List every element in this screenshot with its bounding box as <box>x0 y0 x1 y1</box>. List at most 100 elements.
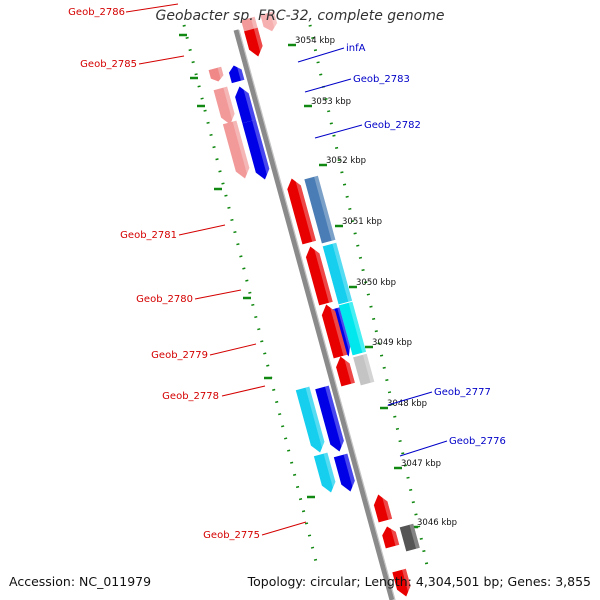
genome-summary-text: Topology: circular; Length: 4,304,501 bp… <box>247 574 591 589</box>
gene-arrow <box>373 494 393 523</box>
gene-highlight <box>329 302 348 356</box>
gene-feature <box>235 84 256 124</box>
gene-highlight <box>242 84 256 121</box>
gene-feature <box>213 86 237 125</box>
gene-arrow <box>244 27 263 57</box>
gene-arrow <box>242 119 270 180</box>
gene-feature <box>322 242 353 305</box>
gene-highlight <box>305 386 327 452</box>
gene-highlight <box>381 492 393 520</box>
gene-highlight <box>343 453 358 491</box>
gene-highlight <box>348 301 367 353</box>
gene-highlight <box>223 86 237 124</box>
gene-feature <box>336 354 355 387</box>
label-connector <box>304 78 352 93</box>
gene-label-right: infA <box>346 43 366 54</box>
gene-feature <box>392 568 413 597</box>
gene-highlight <box>294 176 316 242</box>
gene-highlight <box>362 353 375 383</box>
label-connector <box>297 47 345 63</box>
gene-arrow <box>353 353 375 386</box>
gene-label-left: Geob_2780 <box>136 294 193 305</box>
gene-arrow <box>235 86 256 124</box>
ruler-label: 3054 kbp <box>295 36 335 46</box>
gene-feature <box>333 453 358 492</box>
gene-highlight <box>314 175 336 241</box>
gene-feature <box>242 119 272 180</box>
gene-label-left: Geob_2775 <box>203 530 260 541</box>
gene-highlight <box>253 27 266 56</box>
map-title: Geobacter sp. FRC-32, complete genome <box>155 8 445 24</box>
label-connector <box>125 3 179 13</box>
gene-highlight <box>232 120 252 178</box>
gene-arrow <box>321 304 348 359</box>
gene-feature <box>244 27 266 57</box>
gene-arrow <box>260 11 278 32</box>
label-connector <box>178 224 226 236</box>
ruler-label: 3046 kbp <box>417 518 457 528</box>
gene-arrow <box>336 356 355 387</box>
gene-arrow <box>382 526 400 549</box>
gene-arrow <box>304 175 336 244</box>
gene-label-right: Geob_2782 <box>364 120 421 131</box>
gene-features <box>208 11 420 597</box>
ruler-label: 3051 kbp <box>342 217 382 227</box>
gene-feature <box>305 244 333 306</box>
gene-feature <box>208 66 225 82</box>
label-connectors <box>125 3 448 536</box>
gene-arrow <box>338 301 367 356</box>
label-connector <box>209 343 257 356</box>
gene-feature <box>321 302 348 359</box>
gene-label-left: Geob_2778 <box>162 391 219 402</box>
gene-arrow <box>287 178 316 245</box>
ruler-label: 3049 kbp <box>372 338 412 348</box>
gene-feature <box>382 524 400 549</box>
gene-arrow <box>313 452 336 493</box>
gene-highlight <box>217 66 225 81</box>
gene-label-right: Geob_2777 <box>434 387 491 398</box>
gene-highlight <box>323 452 338 492</box>
accession-text: Accession: NC_011979 <box>9 574 152 589</box>
label-connector <box>138 55 185 65</box>
gene-arrow <box>295 386 325 453</box>
gene-arrow <box>228 65 245 84</box>
ruler-label: 3048 kbp <box>387 399 427 409</box>
gene-feature <box>295 386 327 453</box>
gene-feature <box>399 523 420 552</box>
label-connector <box>194 289 242 300</box>
gene-arrow <box>333 453 355 492</box>
gene-feature <box>313 452 338 493</box>
gene-highlight <box>409 523 420 549</box>
gene-arrow <box>222 120 250 179</box>
gene-highlight <box>390 524 400 546</box>
gene-highlight <box>313 244 333 303</box>
label-connector <box>399 440 448 457</box>
gene-arrow <box>213 86 235 125</box>
ruler-label: 3050 kbp <box>356 278 396 288</box>
ruler-label: 3047 kbp <box>401 459 441 469</box>
gene-label-right: Geob_2776 <box>449 436 506 447</box>
gene-highlight <box>337 307 353 356</box>
gene-arrow <box>392 568 411 597</box>
gene-feature <box>338 301 367 356</box>
gene-feature <box>222 120 252 179</box>
gene-labels: Geob_2786 Geob_2785 Geob_2781 Geob_2780 Geob… <box>68 7 506 541</box>
gene-feature <box>353 353 375 386</box>
gene-feature <box>287 176 316 245</box>
gene-highlight <box>324 385 347 451</box>
label-connector <box>221 385 266 397</box>
gene-label-left: Geob_2779 <box>151 350 208 361</box>
label-connector <box>261 521 307 536</box>
gene-label-left: Geob_2781 <box>120 230 177 241</box>
gene-label-left: Geob_2786 <box>68 7 125 18</box>
gene-arrow <box>305 246 333 306</box>
gene-highlight <box>332 242 353 302</box>
gene-feature <box>315 385 347 452</box>
gene-feature <box>304 175 336 244</box>
gene-feature <box>373 492 393 523</box>
gene-arrow <box>322 242 353 305</box>
gene-arrow <box>315 385 344 452</box>
label-connector <box>387 391 433 406</box>
